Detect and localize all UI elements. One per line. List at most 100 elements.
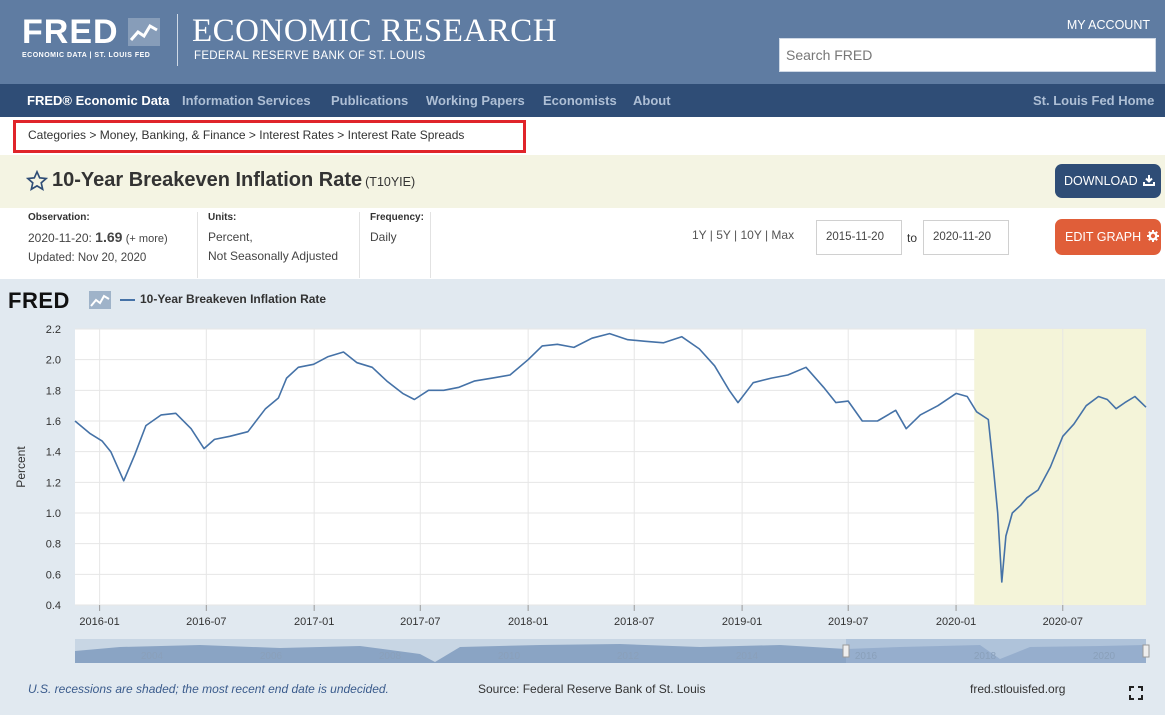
breadcrumb-interest-rates[interactable]: Interest Rates: [259, 128, 334, 142]
edit-graph-label: EDIT GRAPH: [1065, 230, 1142, 244]
download-label: DOWNLOAD: [1064, 174, 1138, 188]
source-note: Source: Federal Reserve Bank of St. Loui…: [478, 682, 706, 696]
navigator-right-handle[interactable]: [1142, 644, 1150, 658]
gridlines: [99, 329, 1064, 605]
navigator-year-label: 2008: [379, 651, 402, 662]
x-tick-label: 2018-01: [508, 616, 548, 628]
y-tick-label: 1.0: [46, 508, 61, 520]
line-chart[interactable]: 0.40.60.81.01.21.41.61.82.02.2 2016-01 20…: [0, 279, 1165, 679]
observation-date: 2020-11-20:: [28, 231, 92, 245]
date-from-input[interactable]: 2015-11-20: [816, 220, 902, 255]
series-line: [74, 332, 1147, 583]
x-tick-label: 2019-07: [828, 616, 868, 628]
updated-date: Updated: Nov 20, 2020: [28, 252, 147, 264]
x-tick-label: 2016-01: [79, 616, 119, 628]
nav-economists[interactable]: Economists: [543, 93, 617, 108]
y-tick-label: 0.8: [46, 539, 61, 551]
y-tick-label: 1.8: [46, 385, 61, 397]
header-divider: [177, 14, 178, 66]
y-tick-label: 2.0: [46, 355, 61, 367]
frequency-value: Daily: [370, 230, 397, 244]
recession-note: U.S. recessions are shaded; the most rec…: [28, 682, 389, 696]
search-input[interactable]: [779, 38, 1156, 72]
gear-icon: [1146, 230, 1159, 242]
breadcrumb-separator: >: [333, 128, 348, 142]
navigator-left-handle[interactable]: [842, 644, 850, 658]
navigator-year-label: 2004: [141, 651, 164, 662]
y-tick-label: 1.6: [46, 416, 61, 428]
nav-publications[interactable]: Publications: [331, 93, 409, 108]
edit-graph-button[interactable]: EDIT GRAPH: [1055, 219, 1161, 255]
frequency-label: Frequency:: [370, 212, 424, 223]
fred-logo[interactable]: FRED ECONOMIC DATA | ST. LOUIS FED: [22, 14, 150, 59]
units-block: Units: Percent, Not Seasonally Adjusted: [208, 212, 338, 266]
fullscreen-icon[interactable]: [1129, 686, 1143, 700]
breadcrumb-interest-rate-spreads[interactable]: Interest Rate Spreads: [347, 128, 465, 142]
breadcrumb: Categories > Money, Banking, & Finance >…: [28, 128, 464, 142]
navigator-year-label: 2016: [855, 651, 878, 662]
nav-about[interactable]: About: [633, 93, 671, 108]
my-account-link[interactable]: MY ACCOUNT: [1066, 18, 1150, 32]
frequency-block: Frequency: Daily: [370, 212, 424, 247]
y-tick-label: 2.2: [46, 324, 61, 336]
meta-divider: [197, 212, 198, 278]
economic-research-title: ECONOMIC RESEARCH: [192, 13, 558, 49]
navigator-year-label: 2014: [736, 651, 759, 662]
site-link[interactable]: fred.stlouisfed.org: [970, 682, 1066, 696]
range-selector[interactable]: 1Y | 5Y | 10Y | Max: [692, 228, 795, 242]
series-title: 10-Year Breakeven Inflation Rate (T10YIE): [52, 169, 415, 192]
meta-divider: [430, 212, 431, 278]
units-line1: Percent,: [208, 230, 253, 244]
legend-label: 10-Year Breakeven Inflation Rate: [140, 292, 327, 306]
logo-subtext: ECONOMIC DATA | ST. LOUIS FED: [22, 52, 151, 59]
star-icon[interactable]: [26, 170, 48, 192]
nav-st-louis-fed-home[interactable]: St. Louis Fed Home: [1033, 93, 1155, 108]
series-title-text: 10-Year Breakeven Inflation Rate: [52, 169, 363, 191]
x-axis-ticks: 2016-01 2016-07 2017-01 2017-07 2018-01 2018-…: [79, 605, 1083, 628]
observation-block: Observation: 2020-11-20: 1.69 (+ more) U…: [28, 212, 168, 268]
chart-legend: 10-Year Breakeven Inflation Rate: [120, 292, 326, 306]
y-axis-label: Percent: [14, 446, 28, 488]
nav-fred-economic-data[interactable]: FRED® Economic Data: [27, 93, 170, 108]
main-nav: FRED® Economic Data Information Services…: [0, 84, 1165, 117]
navigator-selection[interactable]: [846, 639, 1146, 663]
breadcrumb-highlight: [13, 120, 526, 153]
navigator-year-label: 2010: [498, 651, 521, 662]
y-tick-label: 0.4: [46, 600, 61, 612]
download-button[interactable]: DOWNLOAD: [1055, 164, 1161, 198]
x-tick-label: 2020-01: [936, 616, 976, 628]
x-tick-label: 2017-01: [294, 616, 334, 628]
logo-text: FRED: [22, 13, 119, 51]
navigator-year-label: 2018: [974, 651, 997, 662]
frb-subtitle: FEDERAL RESERVE BANK OF ST. LOUIS: [194, 50, 426, 62]
y-tick-label: 1.2: [46, 477, 61, 489]
navigator-labels: 2004 2006 2008 2010 2012 2014 2016 2018 2020: [141, 651, 1116, 662]
download-icon: [1143, 175, 1156, 186]
x-tick-label: 2019-01: [722, 616, 762, 628]
x-tick-label: 2016-07: [186, 616, 226, 628]
observation-label: Observation:: [28, 212, 90, 223]
meta-divider: [359, 212, 360, 278]
breadcrumb-separator: >: [245, 128, 260, 142]
y-gridlines: [75, 328, 1146, 606]
date-to-input[interactable]: 2020-11-20: [923, 220, 1009, 255]
date-range-to: to: [907, 231, 918, 245]
observation-more-link[interactable]: (+ more): [125, 233, 168, 245]
nav-information-services[interactable]: Information Services: [182, 93, 311, 108]
nav-working-papers[interactable]: Working Papers: [426, 93, 525, 108]
units-line2: Not Seasonally Adjusted: [208, 249, 339, 263]
breadcrumb-money-banking[interactable]: Money, Banking, & Finance: [99, 128, 246, 142]
x-tick-label: 2017-07: [400, 616, 440, 628]
navigator-year-label: 2012: [617, 651, 640, 662]
y-tick-label: 0.6: [46, 569, 61, 581]
recession-shading: [974, 329, 1146, 605]
y-axis-ticks: 0.4 0.6 0.8 1.0 1.2 1.4 1.6 1.8 2.0 2.2: [46, 324, 61, 612]
x-tick-label: 2018-07: [614, 616, 654, 628]
x-tick-label: 2020-07: [1043, 616, 1083, 628]
breadcrumb-categories[interactable]: Categories: [28, 128, 87, 142]
observation-value-line: 2020-11-20: 1.69 (+ more): [28, 228, 168, 249]
navigator-year-label: 2006: [260, 651, 283, 662]
series-title-bar: [0, 155, 1165, 208]
units-label: Units:: [208, 212, 237, 223]
observation-value: 1.69: [95, 229, 123, 245]
